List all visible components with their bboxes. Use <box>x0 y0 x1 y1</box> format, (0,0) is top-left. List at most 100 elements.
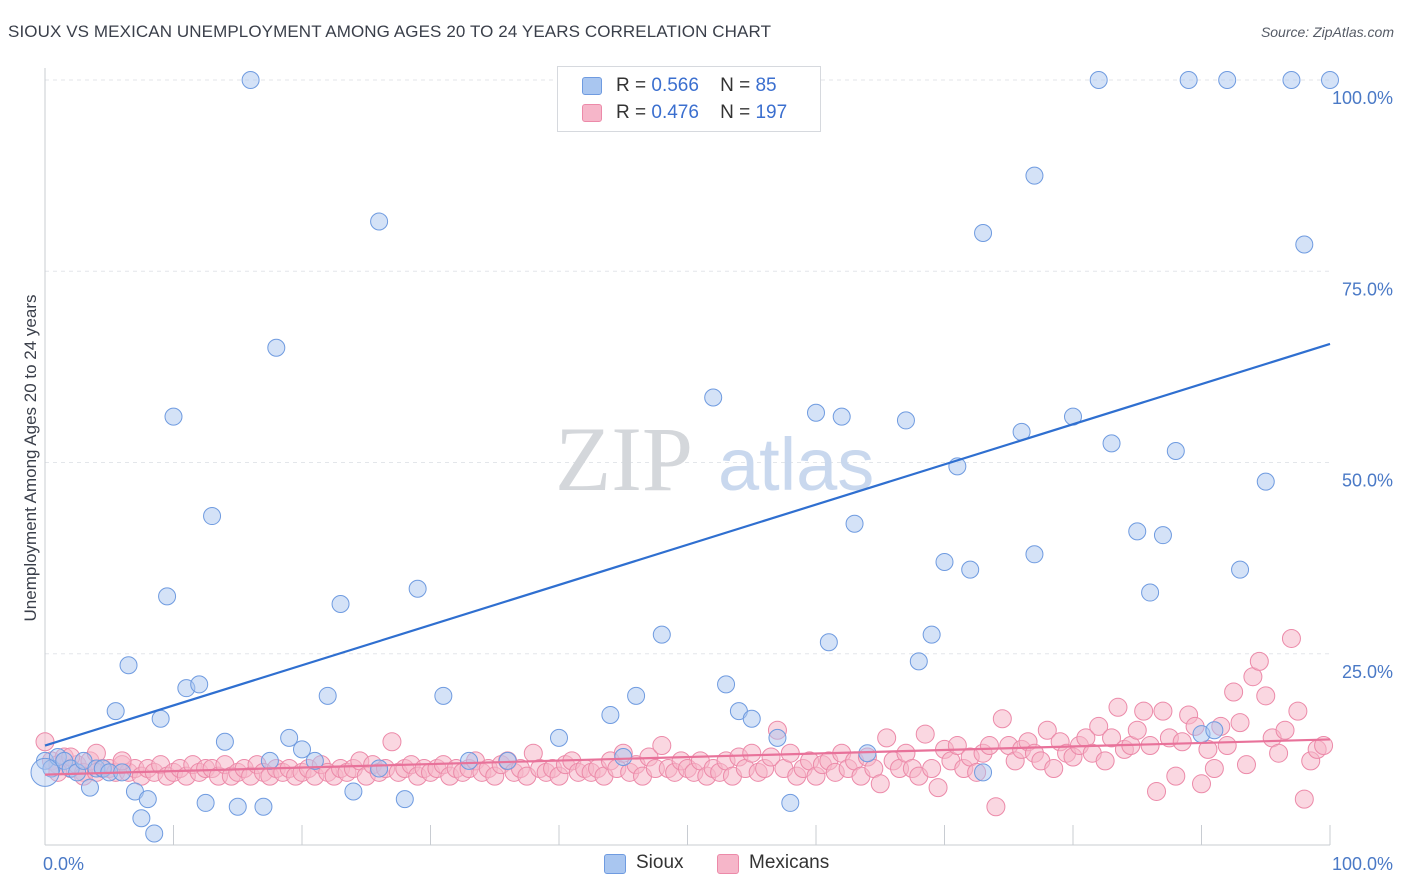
mexicans-point <box>652 736 672 756</box>
mexicans-point <box>1224 682 1244 702</box>
sioux-point <box>819 633 838 652</box>
sioux-swatch <box>582 77 602 95</box>
mexicans-point <box>1204 759 1224 778</box>
sioux-r-label: R = <box>616 75 647 96</box>
mexicans-point <box>1281 628 1301 648</box>
mexicans-swatch <box>582 104 602 122</box>
sioux-point <box>196 793 215 812</box>
sioux-point <box>145 824 164 843</box>
source-label: Source: ZipAtlas.com <box>1260 24 1394 40</box>
mexicans-point <box>1147 781 1167 801</box>
sioux-points <box>30 71 1339 843</box>
sioux-point <box>627 686 646 705</box>
mexicans-point <box>1108 697 1128 717</box>
sioux-point <box>151 709 170 728</box>
watermark: ZIP atlas <box>555 408 874 510</box>
mexicans-r-value: 0.476 <box>651 102 699 123</box>
sioux-point <box>344 782 363 801</box>
sioux-point <box>704 388 723 407</box>
mexicans-n-value: 197 <box>755 102 788 123</box>
mexicans-point <box>1134 701 1154 721</box>
sioux-point <box>106 702 125 721</box>
series-legend: Sioux Mexicans <box>0 852 1406 878</box>
sioux-point <box>119 656 138 675</box>
mexicans-trend-line <box>44 738 1331 776</box>
mexicans-point <box>1166 766 1186 786</box>
mexicans-point <box>1153 701 1173 721</box>
mexicans-n-label: N = <box>720 102 751 123</box>
mexicans-point <box>1275 720 1295 740</box>
sioux-point <box>781 793 800 812</box>
sioux-point <box>1282 71 1301 89</box>
sioux-point <box>408 579 427 598</box>
sioux-point <box>460 751 479 770</box>
mexicans-point <box>1269 743 1289 763</box>
sioux-point <box>1295 235 1314 254</box>
y-tick-label: 50.0% <box>1342 471 1393 491</box>
sioux-point <box>132 809 151 828</box>
sioux-point <box>1025 545 1044 564</box>
watermark-atlas: atlas <box>718 423 874 506</box>
sioux-point <box>1141 583 1160 602</box>
mexicans-legend-label: Mexicans <box>749 852 830 873</box>
sioux-point <box>370 212 389 231</box>
y-tick-label: 75.0% <box>1342 279 1393 299</box>
sioux-point <box>215 732 234 751</box>
mexicans-point <box>742 743 762 763</box>
mexicans-point <box>1236 755 1256 775</box>
sioux-point <box>434 686 453 705</box>
y-axis-label: Unemployment Among Ages 20 to 24 years <box>21 295 40 622</box>
mexicans-point <box>1102 728 1122 748</box>
mexicans-point <box>1095 751 1115 771</box>
mexicans-point <box>1217 736 1237 756</box>
sioux-point <box>158 587 177 606</box>
sioux-point <box>961 560 980 579</box>
y-tick-label: 25.0% <box>1342 662 1393 682</box>
sioux-point <box>601 705 620 724</box>
sioux-point <box>260 751 279 770</box>
mexicans-point <box>1314 736 1334 756</box>
x-tick-label-min: 0.0% <box>43 854 84 874</box>
sioux-point <box>1205 721 1224 740</box>
sioux-point <box>1218 71 1237 89</box>
tick-labels: 100.0% 75.0% 50.0% 25.0% 0.0% 100.0% <box>43 88 1393 874</box>
sioux-point <box>845 514 864 533</box>
sioux-point <box>228 797 247 816</box>
sioux-point <box>138 790 157 809</box>
mexicans-point <box>922 759 942 778</box>
sioux-point <box>1179 71 1198 89</box>
sioux-point <box>331 595 350 614</box>
chart-title: SIOUX VS MEXICAN UNEMPLOYMENT AMONG AGES… <box>8 22 772 41</box>
mexicans-point <box>877 728 897 748</box>
mexicans-point <box>1256 686 1276 706</box>
sioux-point <box>974 763 993 782</box>
sioux-point <box>1256 472 1275 491</box>
sioux-point <box>267 338 286 357</box>
sioux-point <box>1089 71 1108 89</box>
sioux-n-label: N = <box>720 75 751 96</box>
sioux-point <box>280 728 299 747</box>
sioux-point <box>318 686 337 705</box>
mexicans-point <box>1288 701 1308 721</box>
sioux-point <box>742 709 761 728</box>
axis-layer <box>44 68 1331 846</box>
grid-layer <box>45 79 1330 655</box>
watermark-zip: ZIP <box>555 408 693 510</box>
sioux-point <box>768 728 787 747</box>
mexicans-point <box>1037 720 1057 740</box>
sioux-point <box>807 403 825 422</box>
sioux-point <box>190 675 209 694</box>
trend-lines <box>44 342 1331 776</box>
sioux-point <box>164 407 183 426</box>
mexicans-point <box>1192 774 1211 794</box>
sioux-point <box>254 797 273 816</box>
sioux-point <box>1231 560 1250 579</box>
sioux-point <box>370 759 389 778</box>
sioux-trend-line <box>44 342 1331 747</box>
mexicans-legend-swatch <box>717 854 739 874</box>
sioux-point <box>293 740 311 759</box>
y-tick-label: 100.0% <box>1332 88 1393 108</box>
mexicans-point <box>928 778 948 798</box>
sioux-legend-label: Sioux <box>636 852 684 873</box>
